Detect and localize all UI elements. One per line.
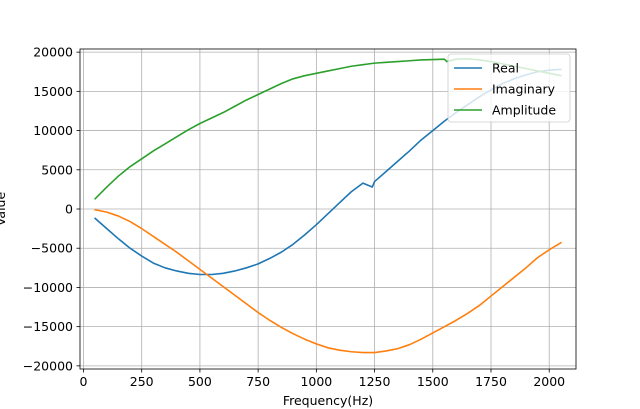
y-tick-label: 10000 bbox=[33, 123, 73, 138]
legend: Real Imaginary Amplitude bbox=[447, 53, 571, 123]
legend-box bbox=[447, 53, 571, 123]
x-tick-label: 750 bbox=[246, 374, 270, 389]
legend-label: Amplitude bbox=[492, 103, 556, 118]
y-tick-label: −5000 bbox=[31, 241, 73, 256]
y-tick-label: 20000 bbox=[33, 45, 73, 60]
axis-ticks: 0 250 500 750 1000 1250 1500 1750 2000 −20000 −150… bbox=[23, 45, 565, 389]
x-tick-label: 500 bbox=[188, 374, 212, 389]
x-axis-label: Frequency(Hz) bbox=[283, 393, 373, 408]
x-tick-label: 0 bbox=[80, 374, 88, 389]
x-tick-label: 1750 bbox=[475, 374, 507, 389]
y-tick-label: −20000 bbox=[23, 358, 73, 373]
y-tick-label: 0 bbox=[65, 202, 73, 217]
y-tick-label: 15000 bbox=[33, 84, 73, 99]
legend-label: Real bbox=[492, 61, 519, 76]
x-tick-label: 2000 bbox=[533, 374, 565, 389]
y-tick-label: −10000 bbox=[23, 280, 73, 295]
x-tick-label: 1500 bbox=[417, 374, 449, 389]
y-tick-label: 5000 bbox=[41, 162, 73, 177]
series-line-imaginary bbox=[94, 208, 562, 354]
x-tick-label: 1250 bbox=[359, 374, 391, 389]
x-tick-label: 1000 bbox=[300, 374, 332, 389]
y-axis-label: Value bbox=[0, 192, 8, 227]
x-tick-label: 250 bbox=[130, 374, 154, 389]
y-tick-label: −15000 bbox=[23, 319, 73, 334]
legend-label: Imaginary bbox=[492, 82, 556, 97]
